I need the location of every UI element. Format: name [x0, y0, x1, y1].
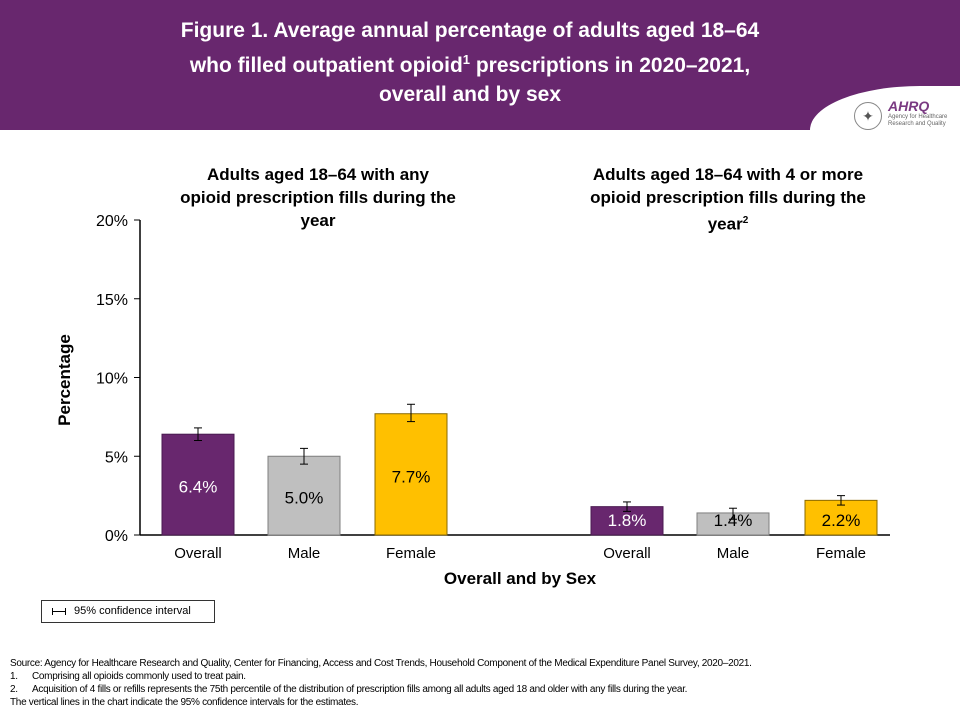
footnote-number: 1.: [10, 671, 18, 682]
footnote-1: 1. Comprising all opioids commonly used t…: [10, 670, 950, 683]
category-label: Male: [717, 545, 750, 562]
legend-label: 95% confidence interval: [74, 605, 191, 617]
logo-name: AHRQ: [888, 98, 930, 114]
category-label: Female: [386, 545, 436, 562]
title-line-3: overall and by sex: [378, 83, 562, 106]
x-axis-title: Overall and by Sex: [444, 569, 597, 588]
ci-note: The vertical lines in the chart indicate…: [10, 697, 359, 708]
y-tick-label: 20%: [96, 213, 128, 230]
logo-subtext: Agency for Healthcare Research and Quali…: [888, 114, 948, 127]
footnote-text: Acquisition of 4 fills or refills repres…: [32, 684, 688, 695]
panel-title-4-plus-fills: Adults aged 18–64 with 4 or more opioid …: [558, 163, 898, 236]
y-axis-title: Percentage: [55, 334, 74, 426]
category-label: Female: [816, 545, 866, 562]
panel-title-text: year: [707, 214, 743, 234]
header-banner: Figure 1. Average annual percentage of a…: [0, 0, 960, 130]
hhs-eagle-icon: ✦: [854, 102, 882, 130]
panel-title-line: opioid prescription fills during the: [180, 188, 456, 207]
data-label: 5.0%: [285, 489, 324, 508]
panel-title-line: Adults aged 18–64 with 4 or more: [592, 165, 864, 184]
data-label: 6.4%: [179, 478, 218, 497]
data-label: 1.4%: [714, 511, 753, 530]
footnote-number: 2.: [10, 684, 18, 695]
category-label: Overall: [603, 545, 651, 562]
data-label: 1.8%: [608, 511, 647, 530]
bar-overall: [161, 433, 235, 536]
confidence-interval-icon: [52, 608, 66, 615]
panel-title-line: opioid prescription fills during the: [590, 188, 866, 207]
footnote-2: 2. Acquisition of 4 fills or refills repr…: [10, 683, 950, 696]
y-tick-label: 0%: [105, 528, 128, 545]
source-note: Source: Agency for Healthcare Research a…: [10, 658, 752, 669]
title-line-1: Figure 1. Average annual percentage of a…: [180, 19, 760, 42]
title-footnote-ref: 1: [462, 52, 471, 67]
panel-title-line: Adults aged 18–64 with any: [206, 165, 429, 184]
title-line-2: who filled outpatient opioid1 prescripti…: [60, 45, 880, 80]
footnotes: Source: Agency for Healthcare Research a…: [10, 657, 950, 709]
title-text: who filled outpatient opioid: [189, 54, 463, 77]
y-tick-label: 15%: [96, 292, 128, 309]
bar-female: [804, 499, 878, 536]
title-text: prescriptions in 2020–2021,: [470, 54, 751, 77]
y-tick-label: 5%: [105, 449, 128, 466]
legend: 95% confidence interval: [41, 600, 215, 623]
y-tick-label: 10%: [96, 371, 128, 388]
panel-title-line: year: [300, 211, 336, 230]
panel-title-line: year2: [558, 209, 898, 236]
data-label: 7.7%: [392, 467, 431, 486]
footnote-text: Comprising all opioids commonly used to …: [32, 671, 246, 682]
category-label: Overall: [174, 545, 222, 562]
data-label: 2.2%: [822, 511, 861, 530]
panel-title-any-fills: Adults aged 18–64 with any opioid prescr…: [148, 163, 488, 232]
ahrq-logo: ✦ AHRQ Agency for Healthcare Research an…: [848, 98, 958, 134]
figure-title: Figure 1. Average annual percentage of a…: [60, 16, 880, 109]
bar-male: [267, 455, 341, 536]
category-label: Male: [288, 545, 321, 562]
footnote-ref: 2: [742, 215, 749, 226]
